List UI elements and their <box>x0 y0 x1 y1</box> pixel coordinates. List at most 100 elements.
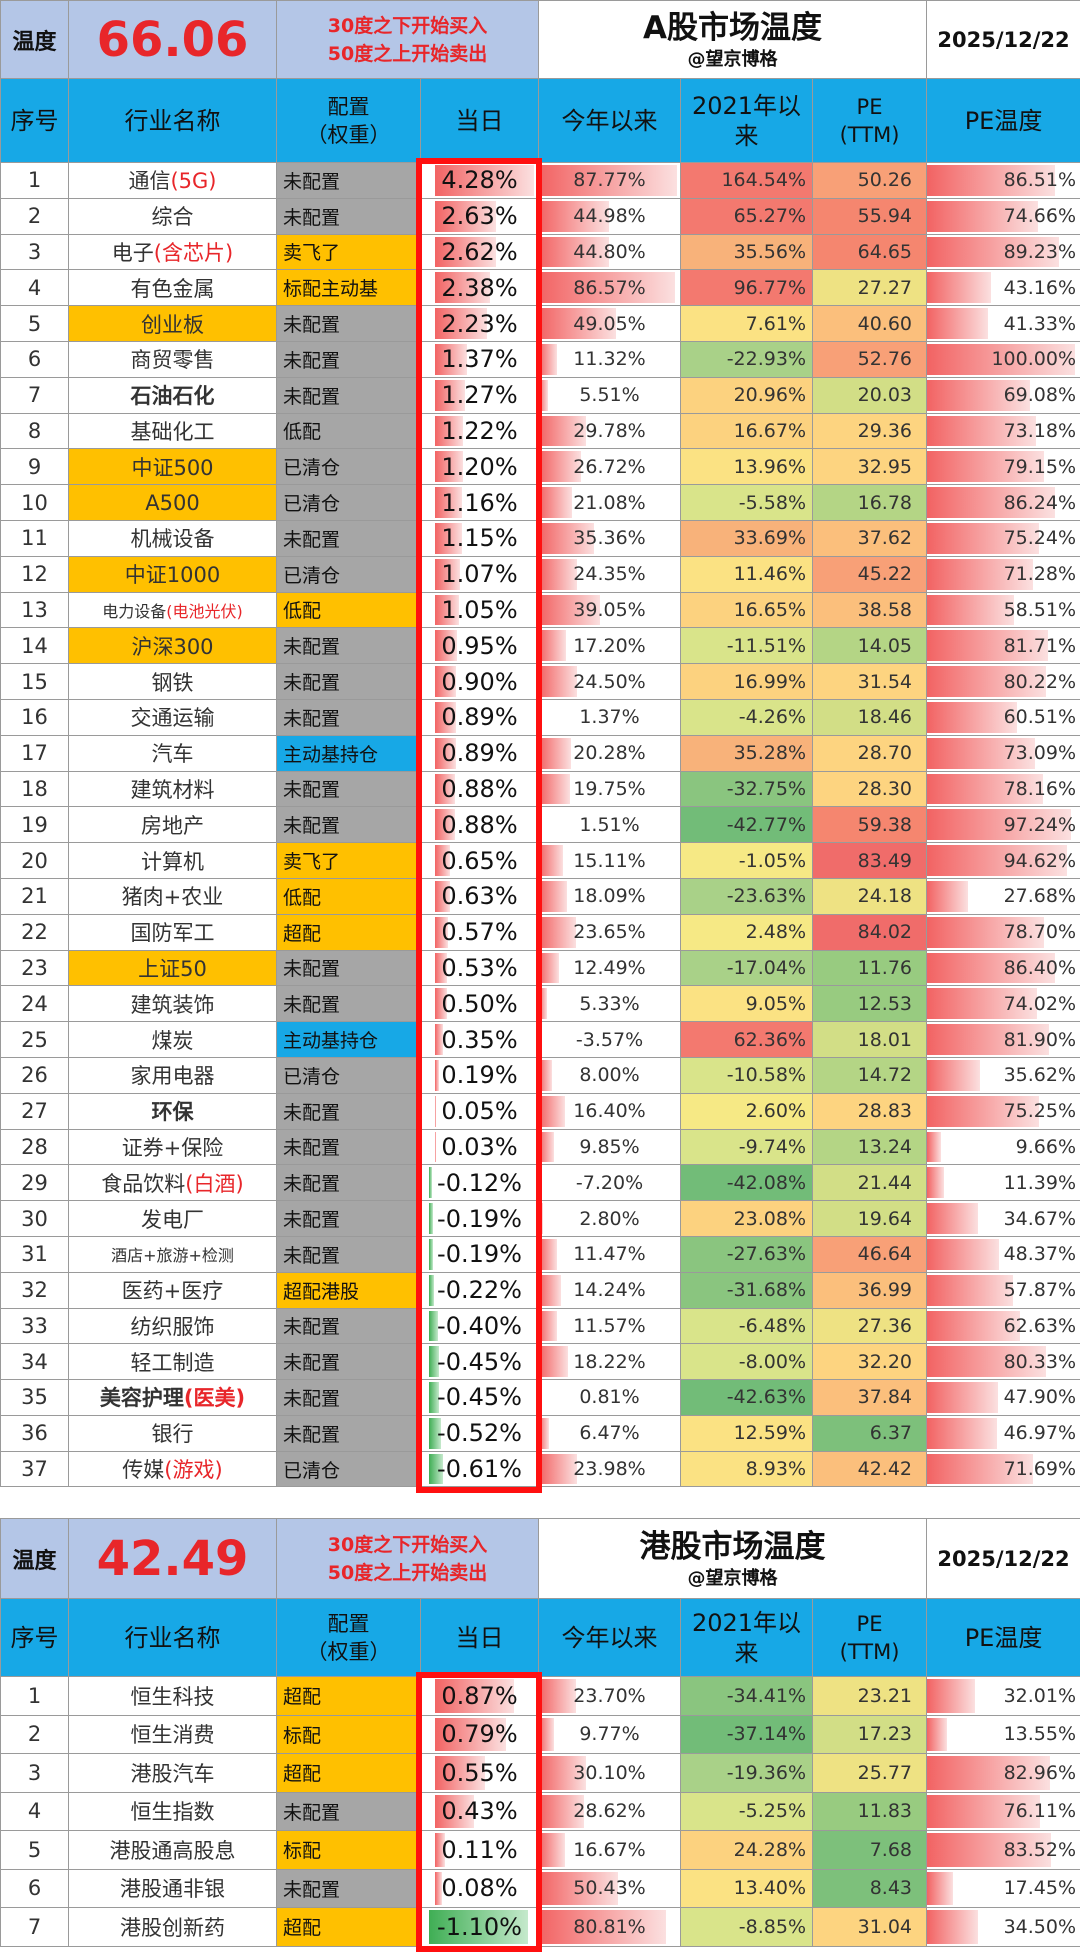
industry-name: 钢铁 <box>69 664 277 700</box>
today-change: 2.62% <box>421 234 539 270</box>
ytd-change: 26.72% <box>539 449 681 485</box>
allocation-status: 未配置 <box>277 1093 421 1129</box>
allocation-status: 已清仓 <box>277 449 421 485</box>
pe-temperature-value: 13.55% <box>1004 1723 1076 1745</box>
ytd-change-value: 23.98% <box>573 1458 645 1480</box>
header-today: 当日 <box>421 1599 539 1677</box>
row-index: 5 <box>1 306 69 342</box>
ytd-change: 50.43% <box>539 1869 681 1908</box>
ytd-change-value: 1.37% <box>579 706 639 728</box>
ytd-change-bar <box>539 1382 540 1413</box>
header-industry: 行业名称 <box>69 1599 277 1677</box>
ytd-change: 16.67% <box>539 1831 681 1870</box>
industry-name-text: 综合 <box>152 205 194 229</box>
since-2021-change: 23.08% <box>681 1201 813 1237</box>
ytd-change-bar <box>539 344 557 375</box>
ytd-change: 6.47% <box>539 1415 681 1451</box>
author-handle: @望京博格 <box>539 1567 926 1591</box>
allocation-status: 已清仓 <box>277 1057 421 1093</box>
ytd-change: 16.40% <box>539 1093 681 1129</box>
industry-name: 中证500 <box>69 449 277 485</box>
industry-name-text: 石油石化 <box>131 384 215 408</box>
allocation-status: 未配置 <box>277 950 421 986</box>
pe-temperature: 75.25% <box>927 1093 1080 1129</box>
ytd-change: 19.75% <box>539 771 681 807</box>
ytd-change-bar <box>539 487 572 518</box>
today-change: 0.87% <box>421 1677 539 1716</box>
allocation-status: 未配置 <box>277 628 421 664</box>
today-change: 0.88% <box>421 771 539 807</box>
today-change-value: 0.53% <box>441 954 517 982</box>
industry-name-text: 港股创新药 <box>120 1916 225 1940</box>
pe-temperature-value: 81.90% <box>1004 1029 1076 1051</box>
ytd-change: 5.51% <box>539 377 681 413</box>
pe-temperature: 75.24% <box>927 520 1080 556</box>
since-2021-change: -10.58% <box>681 1057 813 1093</box>
pe-temperature: 11.39% <box>927 1165 1080 1201</box>
today-change-bar <box>429 1203 433 1234</box>
since-2021-change: 164.54% <box>681 163 813 199</box>
pe-ttm: 11.83 <box>813 1792 927 1831</box>
pe-temperature-value: 43.16% <box>1004 277 1076 299</box>
ytd-change-value: 44.98% <box>573 205 645 227</box>
ytd-change-value: 5.33% <box>579 993 639 1015</box>
ytd-change-value: -3.57% <box>576 1029 643 1051</box>
industry-name: 电力设备(电池光伏) <box>69 592 277 628</box>
allocation-status: 超配 <box>277 1677 421 1716</box>
ytd-change-value: 9.77% <box>579 1723 639 1745</box>
pe-temperature: 97.24% <box>927 807 1080 843</box>
since-2021-change: -19.36% <box>681 1754 813 1793</box>
header-allocation: 配置 （权重） <box>277 1599 421 1677</box>
ytd-change: 30.10% <box>539 1754 681 1793</box>
ytd-change: 86.57% <box>539 270 681 306</box>
allocation-status: 未配置 <box>277 986 421 1022</box>
ytd-change-bar <box>539 845 563 876</box>
industry-name-text: 电子 <box>112 241 154 265</box>
today-change: 0.88% <box>421 807 539 843</box>
header-industry: 行业名称 <box>69 79 277 163</box>
allocation-status: 未配置 <box>277 807 421 843</box>
industry-name-text: 国防军工 <box>131 921 215 945</box>
row-index: 5 <box>1 1831 69 1870</box>
market-title-text: 港股市场温度 <box>539 1527 926 1567</box>
ytd-change-bar <box>539 1833 565 1867</box>
ytd-change-value: 16.40% <box>573 1100 645 1122</box>
allocation-status: 卖飞了 <box>277 843 421 879</box>
row-index: 30 <box>1 1201 69 1237</box>
pe-temperature: 60.51% <box>927 699 1080 735</box>
row-index: 6 <box>1 341 69 377</box>
pe-ttm: 64.65 <box>813 234 927 270</box>
today-change: 0.65% <box>421 843 539 879</box>
ytd-change: 9.85% <box>539 1129 681 1165</box>
industry-name-note: (5G) <box>170 169 216 193</box>
ytd-change: 29.78% <box>539 413 681 449</box>
pe-ttm: 50.26 <box>813 163 927 199</box>
industry-name: 猪肉+农业 <box>69 878 277 914</box>
ytd-change-bar <box>539 1679 576 1713</box>
row-index: 23 <box>1 950 69 986</box>
today-change-value: 0.19% <box>441 1061 517 1089</box>
industry-name: 恒生科技 <box>69 1677 277 1716</box>
pe-temperature: 81.71% <box>927 628 1080 664</box>
allocation-status: 标配 <box>277 1715 421 1754</box>
industry-name: 美容护理(医美) <box>69 1380 277 1416</box>
allocation-status: 低配 <box>277 413 421 449</box>
industry-name-text: 证券+保险 <box>122 1136 224 1160</box>
author-handle: @望京博格 <box>539 48 926 72</box>
industry-name: 中证1000 <box>69 556 277 592</box>
pe-temperature-value: 86.51% <box>1004 169 1076 191</box>
pe-temperature-value: 71.69% <box>1004 1458 1076 1480</box>
ytd-change-bar <box>539 630 566 661</box>
industry-name: 环保 <box>69 1093 277 1129</box>
report-date: 2025/12/22 <box>927 1 1080 79</box>
pe-temperature-value: 74.02% <box>1004 993 1076 1015</box>
industry-name: 传媒(游戏) <box>69 1451 277 1487</box>
today-change-value: -0.40% <box>437 1312 522 1340</box>
